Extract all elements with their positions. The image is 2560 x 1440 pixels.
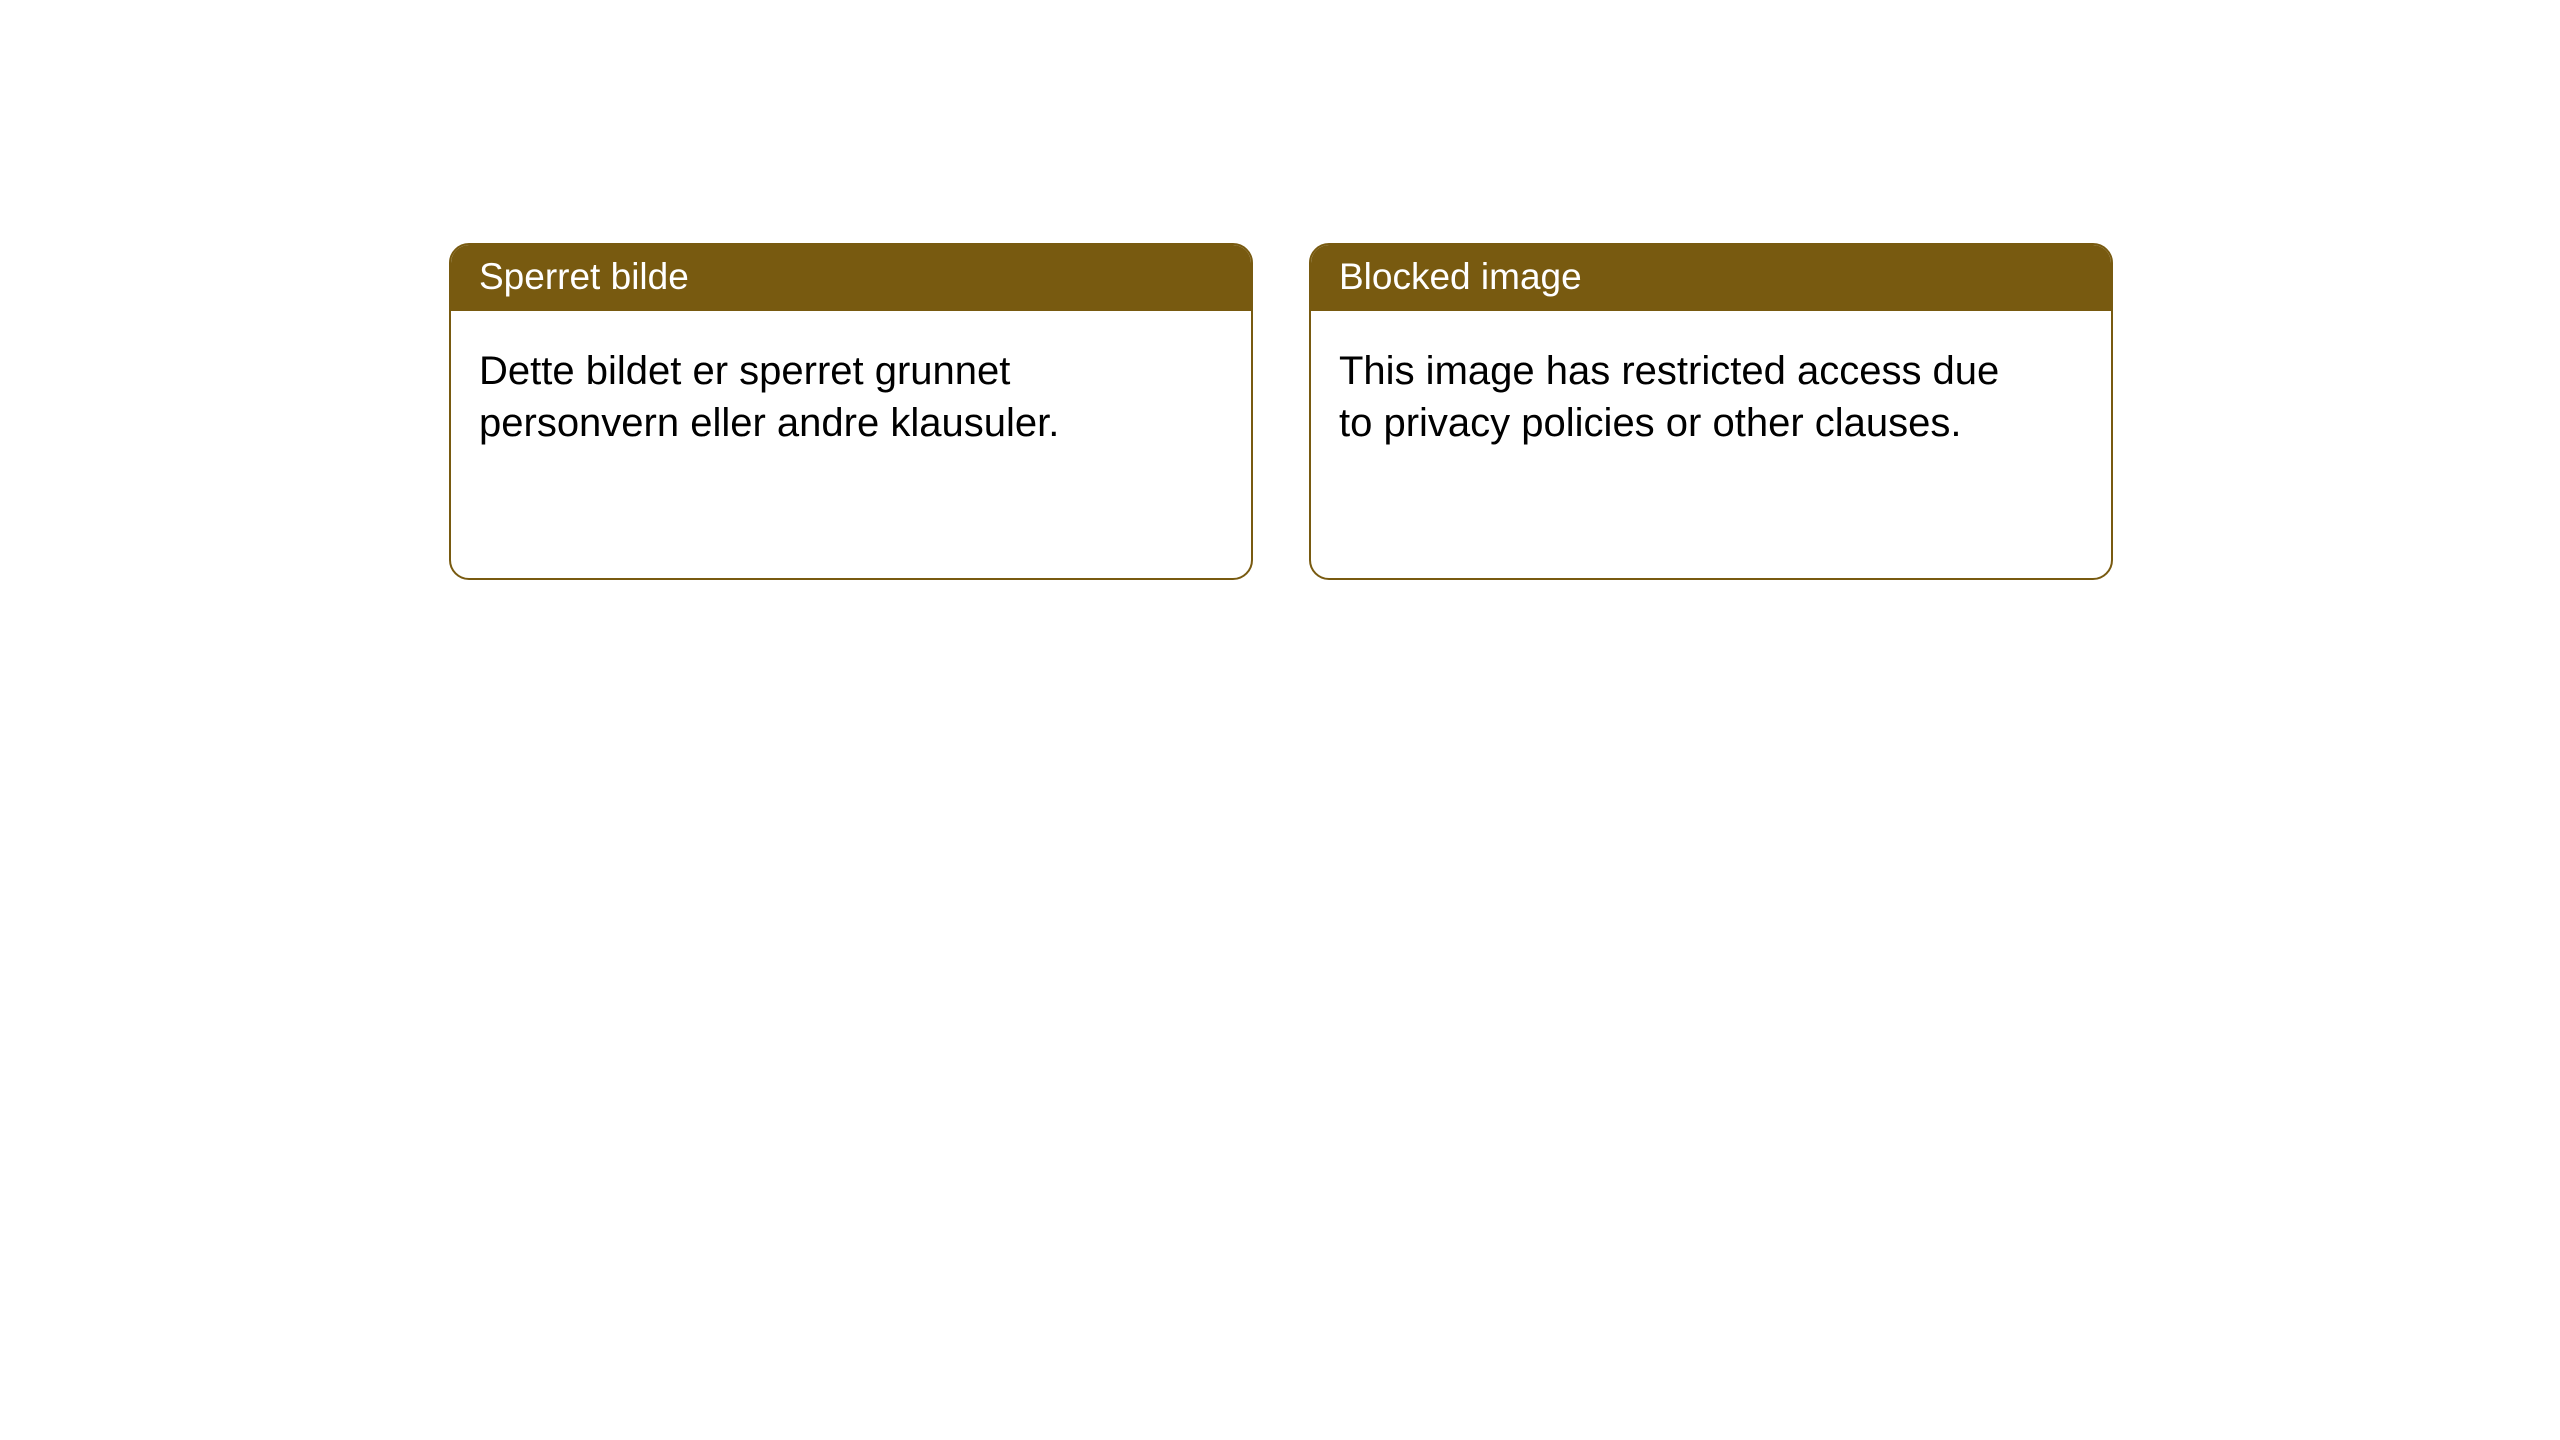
notice-container: Sperret bilde Dette bildet er sperret gr…: [0, 0, 2560, 580]
notice-text-norwegian: Dette bildet er sperret grunnet personve…: [479, 345, 1159, 449]
notice-body-norwegian: Dette bildet er sperret grunnet personve…: [451, 311, 1251, 483]
notice-card-english: Blocked image This image has restricted …: [1309, 243, 2113, 580]
notice-body-english: This image has restricted access due to …: [1311, 311, 2111, 483]
notice-card-norwegian: Sperret bilde Dette bildet er sperret gr…: [449, 243, 1253, 580]
notice-title-english: Blocked image: [1311, 245, 2111, 311]
notice-title-norwegian: Sperret bilde: [451, 245, 1251, 311]
notice-text-english: This image has restricted access due to …: [1339, 345, 2019, 449]
